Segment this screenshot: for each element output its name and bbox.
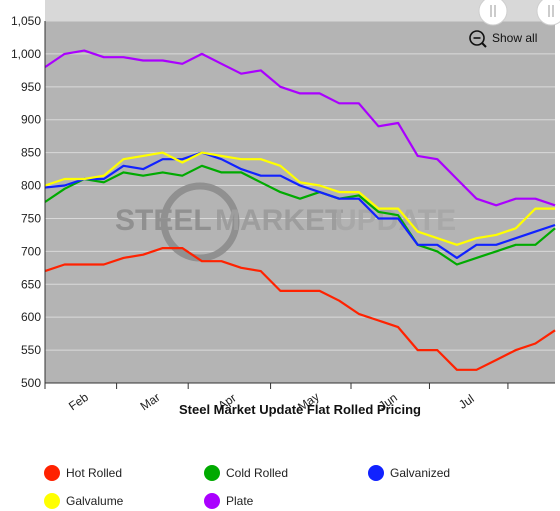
legend-item-cold-rolled[interactable]: Cold Rolled	[204, 465, 288, 481]
series-layer	[44, 49, 556, 371]
legend-label: Hot Rolled	[66, 466, 122, 480]
navigator-band[interactable]	[45, 0, 560, 21]
y-tick-label: 900	[21, 113, 41, 127]
x-tick-label: Jul	[456, 392, 477, 412]
y-tick-label: 1,050	[11, 14, 41, 28]
legend-marker	[44, 465, 60, 481]
legend-marker	[204, 465, 220, 481]
x-tick-label: Feb	[66, 390, 91, 414]
series-line-plate[interactable]	[44, 49, 556, 207]
chart-title: Steel Market Update Flat Rolled Pricing	[179, 402, 421, 417]
y-tick-label: 550	[21, 343, 41, 357]
series-line-hot-rolled[interactable]	[44, 247, 556, 371]
show-all-label: Show all	[492, 31, 537, 45]
series-line-galvalume[interactable]	[44, 151, 555, 246]
navigator-handle-right[interactable]	[536, 0, 560, 26]
watermark-word-market: MARKET	[215, 204, 343, 237]
y-tick-label: 500	[21, 376, 41, 390]
y-tick-label: 750	[21, 211, 41, 225]
y-tick-label: 850	[21, 146, 41, 160]
y-tick-label: 950	[21, 80, 41, 94]
legend-label: Galvalume	[66, 494, 124, 508]
legend-label: Galvanized	[390, 466, 450, 480]
show-all-button[interactable]: Show all	[469, 30, 537, 48]
y-tick-label: 800	[21, 179, 41, 193]
legend-label: Plate	[226, 494, 254, 508]
legend-item-galvalume[interactable]: Galvalume	[44, 493, 124, 509]
y-tick-label: 600	[21, 310, 41, 324]
watermark-ring	[160, 182, 240, 262]
legend-item-hot-rolled[interactable]: Hot Rolled	[44, 465, 122, 481]
x-tick-label: Mar	[138, 390, 163, 413]
series-line-galvanized[interactable]	[44, 151, 556, 259]
navigator-handle-left[interactable]	[478, 0, 508, 26]
zoom-out-icon	[469, 30, 487, 48]
legend-item-galvanized[interactable]: Galvanized	[368, 465, 450, 481]
legend-item-plate[interactable]: Plate	[204, 493, 254, 509]
legend: Hot Rolled Cold Rolled Galvanized Galvalume…	[44, 465, 450, 509]
plot-area	[45, 21, 555, 383]
series-line-cold-rolled[interactable]	[44, 164, 556, 266]
y-tick-label: 650	[21, 277, 41, 291]
legend-marker	[368, 465, 384, 481]
watermark-logo: STEEL MARKET UPDATE	[115, 182, 456, 262]
legend-marker	[44, 493, 60, 509]
y-axis-ticks: 500 550 600 650 700 750 800 850 900 950 1,000 1,050	[11, 14, 41, 390]
legend-marker	[204, 493, 220, 509]
legend-label: Cold Rolled	[226, 466, 288, 480]
watermark-word-steel: STEEL	[115, 204, 212, 237]
y-tick-label: 700	[21, 244, 41, 258]
y-tick-label: 1,000	[11, 47, 41, 61]
